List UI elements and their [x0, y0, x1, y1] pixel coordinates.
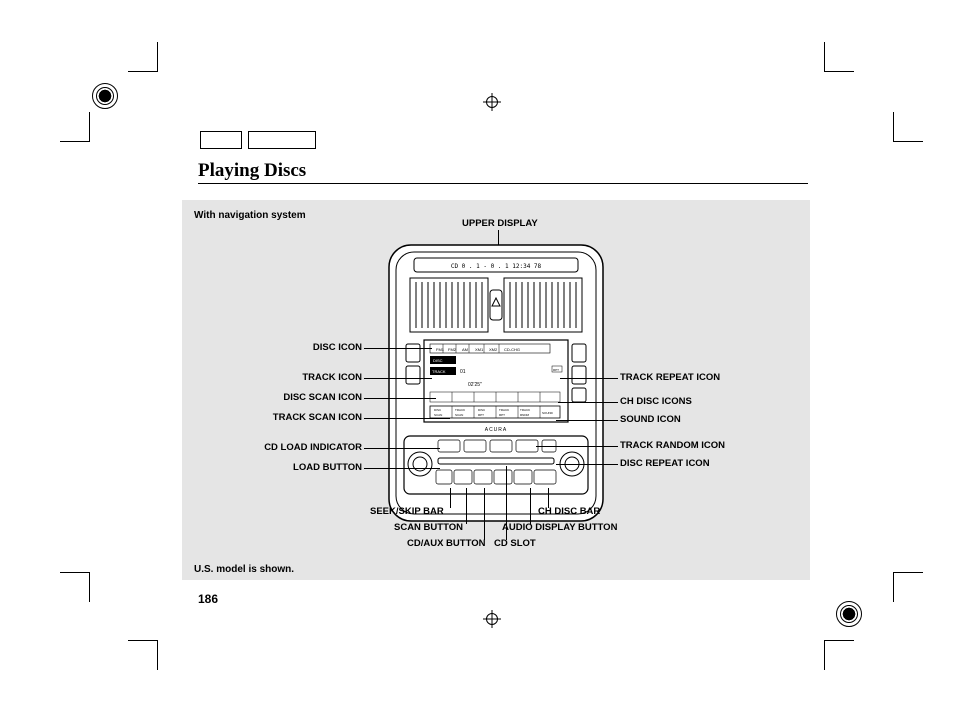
leader-line — [484, 488, 485, 540]
leader-line — [364, 378, 432, 379]
crop-mark-icon — [893, 572, 923, 602]
svg-text:AM: AM — [462, 347, 468, 352]
leader-line — [450, 488, 451, 508]
crosshair-mark-icon — [483, 93, 501, 111]
crop-mark-icon — [824, 640, 854, 670]
leader-line — [536, 446, 618, 447]
leader-line — [556, 464, 618, 465]
crop-mark-icon — [128, 42, 158, 72]
label-scan-button: SCAN BUTTON — [394, 522, 463, 533]
registration-mark-icon — [836, 601, 862, 627]
leader-line — [364, 418, 450, 419]
label-cd-aux-button: CD/AUX BUTTON — [407, 538, 485, 549]
svg-text:01: 01 — [460, 369, 466, 375]
label-cd-load-indicator: CD LOAD INDICATOR — [264, 442, 362, 453]
crop-mark-icon — [128, 640, 158, 670]
header-box — [200, 131, 242, 149]
svg-text:DISC: DISC — [434, 408, 442, 412]
label-upper-display: UPPER DISPLAY — [462, 218, 538, 229]
svg-text:CD-CHG: CD-CHG — [504, 347, 520, 352]
svg-text:SOUND: SOUND — [542, 411, 554, 415]
svg-text:FM1: FM1 — [436, 347, 445, 352]
svg-text:XM1: XM1 — [475, 347, 484, 352]
label-disc-scan-icon: DISC SCAN ICON — [283, 392, 362, 403]
label-track-icon: TRACK ICON — [302, 372, 362, 383]
svg-text:02'25'': 02'25'' — [468, 382, 482, 388]
crosshair-mark-icon — [483, 610, 501, 628]
leader-line — [364, 398, 436, 399]
upper-display-text: CD 0 . 1 - 0 . 1 12:34 78 — [451, 263, 542, 270]
leader-line — [558, 402, 618, 403]
label-disc-repeat-icon: DISC REPEAT ICON — [620, 458, 710, 469]
label-cd-slot: CD SLOT — [494, 538, 536, 549]
crop-mark-icon — [60, 112, 90, 142]
svg-text:TRACK: TRACK — [432, 369, 446, 374]
label-track-repeat-icon: TRACK REPEAT ICON — [620, 372, 720, 383]
crop-mark-icon — [60, 572, 90, 602]
audio-unit-diagram: CD 0 . 1 - 0 . 1 12:34 78 FM1 FM2 AM XM1… — [388, 244, 604, 522]
crop-mark-icon — [893, 112, 923, 142]
leader-line — [530, 488, 531, 524]
leader-line — [548, 488, 549, 508]
header-box — [248, 131, 316, 149]
svg-text:RPT: RPT — [478, 413, 484, 417]
leader-line — [364, 468, 440, 469]
svg-text:RPT: RPT — [499, 413, 505, 417]
leader-line — [364, 348, 432, 349]
svg-text:XM2: XM2 — [489, 347, 498, 352]
svg-text:SCAN: SCAN — [434, 413, 442, 417]
label-track-random-icon: TRACK RANDOM ICON — [620, 440, 725, 451]
svg-text:ACURA: ACURA — [485, 427, 508, 433]
svg-text:TRACK: TRACK — [499, 408, 509, 412]
caption-top: With navigation system — [194, 210, 306, 221]
svg-text:RPT: RPT — [553, 368, 559, 372]
leader-line — [560, 378, 618, 379]
label-track-scan-icon: TRACK SCAN ICON — [273, 412, 362, 423]
crop-mark-icon — [824, 42, 854, 72]
registration-mark-icon — [92, 83, 118, 109]
caption-bottom: U.S. model is shown. — [194, 564, 294, 575]
svg-text:TRACK: TRACK — [455, 408, 465, 412]
svg-text:DISC: DISC — [433, 358, 443, 363]
label-ch-disc-icons: CH DISC ICONS — [620, 396, 692, 407]
svg-text:SCAN: SCAN — [455, 413, 463, 417]
svg-text:RNDM: RNDM — [520, 413, 529, 417]
leader-line — [556, 420, 618, 421]
leader-line — [466, 488, 467, 524]
label-disc-icon: DISC ICON — [313, 342, 362, 353]
label-sound-icon: SOUND ICON — [620, 414, 681, 425]
svg-text:FM2: FM2 — [448, 347, 457, 352]
label-seek-skip-bar: SEEK/SKIP BAR — [370, 506, 444, 517]
leader-line — [364, 448, 440, 449]
label-load-button: LOAD BUTTON — [293, 462, 362, 473]
svg-text:TRACK: TRACK — [520, 408, 530, 412]
label-audio-display-button: AUDIO DISPLAY BUTTON — [502, 522, 617, 533]
svg-text:DISC: DISC — [478, 408, 486, 412]
title-rule — [198, 183, 808, 184]
page-number: 186 — [198, 592, 218, 606]
section-title: Playing Discs — [198, 160, 306, 182]
